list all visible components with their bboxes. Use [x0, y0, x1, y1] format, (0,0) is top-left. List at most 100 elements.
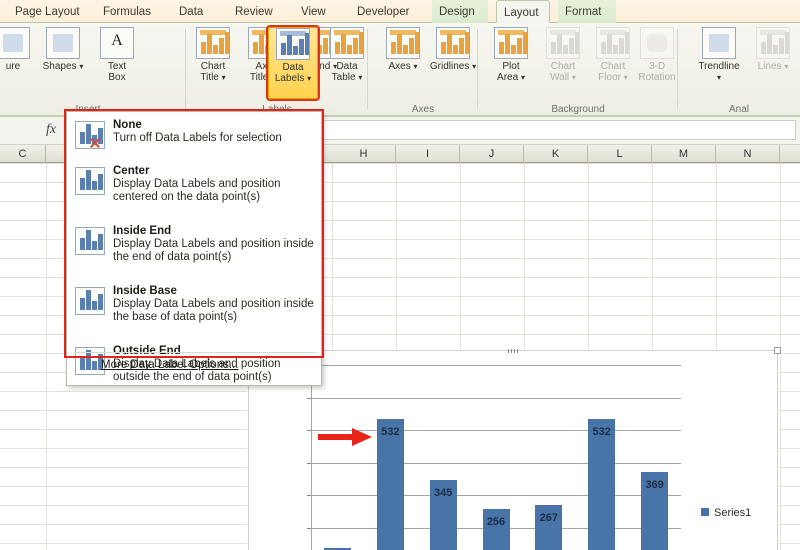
- ribbon-button-axes[interactable]: Axes ▾: [378, 27, 428, 99]
- tab-design[interactable]: Design: [432, 0, 488, 23]
- icon-label-outside-end-icon: [75, 347, 105, 375]
- bar-friday[interactable]: [535, 505, 563, 550]
- glyph-bar: [335, 42, 340, 54]
- bar-saturday[interactable]: [588, 418, 616, 550]
- column-header-H[interactable]: H: [332, 145, 396, 163]
- plot-area[interactable]: 0100134Monday532Tuesday345Wednesday256Th…: [307, 365, 681, 550]
- tab-view[interactable]: View: [301, 6, 326, 18]
- icon-lines-icon: [756, 27, 790, 59]
- menu-item-none[interactable]: None Turn off Data Labels for selection: [67, 116, 323, 149]
- tab-review[interactable]: Review: [235, 6, 273, 18]
- icon-picture-icon: [0, 27, 30, 59]
- menu-item-more-options[interactable]: More Data Label Options...: [67, 355, 323, 377]
- resize-handle-top[interactable]: [508, 349, 520, 353]
- tab-formulas[interactable]: Formulas: [103, 6, 151, 18]
- glyph-bar: [92, 241, 97, 250]
- grid-row-line: [0, 239, 800, 240]
- ribbon-button-label: Text Box: [107, 61, 127, 83]
- column-header-K[interactable]: K: [524, 145, 588, 163]
- ribbon-button-chart-floor[interactable]: Chart Floor ▾: [588, 27, 638, 99]
- glyph-bar: [98, 234, 103, 250]
- ribbon-button-label: Chart Title ▾: [200, 61, 226, 83]
- ribbon-button-gridlines[interactable]: Gridlines ▾: [428, 27, 478, 99]
- column-header-N[interactable]: N: [716, 145, 780, 163]
- menu-item-outside-end[interactable]: Outside End Display Data Labels and posit…: [67, 342, 323, 384]
- ribbon-button-data-table[interactable]: Data Table ▾: [322, 27, 372, 99]
- ribbon-button-lines[interactable]: Lines ▾: [748, 27, 798, 99]
- menu-item-inside-end[interactable]: Inside End Display Data Labels and positi…: [67, 222, 323, 264]
- menu-item-text: Inside Base Display Data Labels and posit…: [113, 285, 317, 324]
- icon-header-bar: [498, 30, 524, 35]
- grid-row-line: [0, 277, 800, 278]
- glyph-bar: [347, 45, 352, 54]
- column-header-I[interactable]: I: [396, 145, 460, 163]
- embedded-chart[interactable]: 0100134Monday532Tuesday345Wednesday256Th…: [245, 347, 781, 550]
- grid-col-line: [46, 163, 47, 550]
- icon-data-labels-icon: [276, 28, 310, 60]
- bar-wednesday[interactable]: [429, 479, 457, 550]
- ribbon-button-plot-area[interactable]: Plot Area ▾: [486, 27, 536, 99]
- ribbon-button-label: Chart Floor ▾: [598, 61, 628, 83]
- column-header-L[interactable]: L: [588, 145, 652, 163]
- bar-glyph: [761, 32, 789, 54]
- ribbon-button-3d-rotation[interactable]: 3-D Rotation: [632, 27, 682, 99]
- tab-format[interactable]: Format: [558, 0, 616, 23]
- menu-item-inside-base[interactable]: Inside Base Display Data Labels and posit…: [67, 282, 323, 324]
- column-header-C[interactable]: C: [0, 145, 46, 163]
- tab-layout[interactable]: Layout: [496, 0, 550, 23]
- bar-glyph: [335, 32, 363, 54]
- ribbon-button-data-labels[interactable]: Data Labels ▾: [266, 25, 320, 101]
- bar-glyph: [80, 228, 103, 250]
- menu-more-options-label: More Data Label Options...: [101, 359, 239, 371]
- ribbon-button-shapes[interactable]: Shapes ▾: [38, 27, 88, 99]
- ribbon-button-picture[interactable]: ure: [0, 27, 38, 99]
- glyph-bar: [104, 288, 105, 310]
- chart-legend[interactable]: Series1: [701, 507, 751, 519]
- bar-glyph: [281, 33, 309, 55]
- bar-tuesday[interactable]: [376, 418, 404, 550]
- glyph-bar: [767, 34, 772, 54]
- tab-data[interactable]: Data: [179, 6, 204, 18]
- grid-row-line: [0, 315, 800, 316]
- icon-header-bar: [280, 31, 306, 36]
- glyph-bar: [98, 128, 103, 144]
- icon-chart-wall-icon: [546, 27, 580, 59]
- glyph-bar: [86, 230, 91, 250]
- ribbon-button-trendline[interactable]: Trendline ▾: [694, 27, 744, 99]
- grid-row-line: [0, 182, 800, 183]
- ribbon-button-chart-wall[interactable]: Chart Wall ▾: [538, 27, 588, 99]
- glyph-bar: [761, 42, 766, 54]
- icon-3d-rotation-icon: [640, 27, 674, 59]
- bar-glyph: [441, 32, 469, 54]
- data-labels-dropdown[interactable]: None Turn off Data Labels for selection Ce…: [66, 111, 322, 386]
- menu-item-title: Center: [113, 165, 150, 177]
- bar-sunday[interactable]: [641, 471, 669, 550]
- tab-developer[interactable]: Developer: [357, 6, 410, 18]
- grid-row-line: [0, 201, 800, 202]
- menu-item-center[interactable]: Center Display Data Labels and position c…: [67, 162, 323, 204]
- glyph-bar: [409, 38, 414, 54]
- glyph-bar: [299, 39, 304, 55]
- column-header-J[interactable]: J: [460, 145, 524, 163]
- glyph-bar: [80, 178, 85, 190]
- glyph-bar: [613, 45, 618, 54]
- glyph-bar: [80, 238, 85, 250]
- ribbon-group-label: Background: [551, 104, 605, 115]
- column-header-M[interactable]: M: [652, 145, 716, 163]
- icon-header-bar: [440, 30, 466, 35]
- icon-label-inside-base-icon: [75, 287, 105, 315]
- icon-gridlines-icon: [436, 27, 470, 59]
- ribbon-button-chart-title[interactable]: Chart Title ▾: [188, 27, 238, 99]
- bar-monday[interactable]: [323, 548, 351, 550]
- tab-page-layout[interactable]: Page Layout: [15, 6, 80, 18]
- glyph-bar: [80, 298, 85, 310]
- icon-header-bar: [390, 30, 416, 35]
- glyph-bar: [505, 34, 510, 54]
- ribbon-button-text-box[interactable]: A Text Box: [92, 27, 142, 99]
- resize-handle-tr[interactable]: [774, 347, 781, 354]
- ribbon-button-label: Data Table ▾: [331, 61, 363, 83]
- bar-glyph: [80, 288, 103, 310]
- gridline: [311, 365, 681, 366]
- glyph-bar: [441, 42, 446, 54]
- bar-thursday[interactable]: [482, 508, 510, 550]
